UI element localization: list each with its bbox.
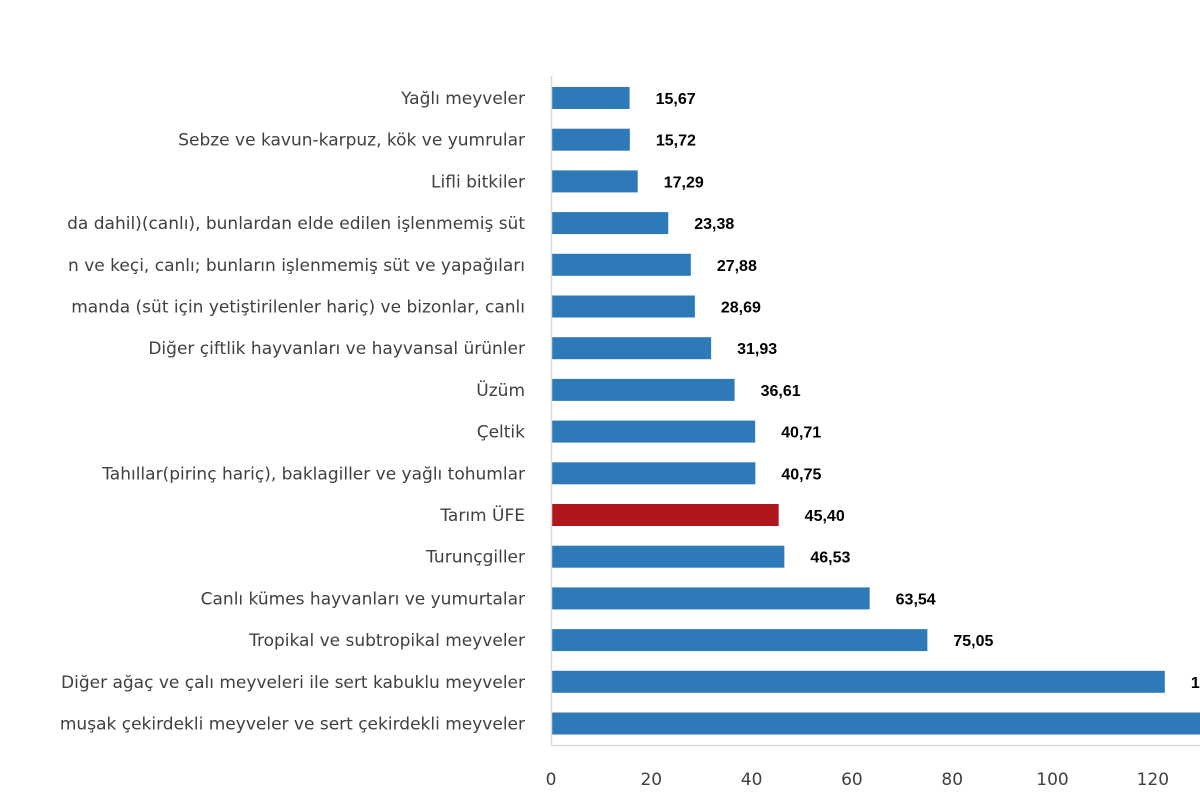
x-tick-label: 20: [640, 770, 662, 790]
value-label: 1: [1191, 675, 1200, 692]
value-label: 63,54: [896, 591, 936, 608]
category-label: Tropikal ve subtropikal meyveler: [248, 631, 525, 651]
category-label: Tahıllar(pirinç hariç), baklagiller ve y…: [101, 464, 525, 484]
bar: [551, 545, 785, 568]
x-tick-label: 100: [1036, 770, 1068, 790]
bars-group: [551, 87, 1200, 735]
x-tick-labels: 0 20 40 60 80 100 120: [546, 770, 1169, 790]
x-tick-label: 40: [741, 770, 763, 790]
value-label: 75,05: [953, 633, 993, 650]
bar: [551, 253, 691, 276]
value-label: 17,29: [664, 174, 704, 191]
bar: [551, 337, 712, 360]
category-label: Turunçgiller: [425, 548, 525, 568]
x-tick-label: 80: [941, 770, 963, 790]
bar: [551, 170, 638, 193]
x-tick-label: 60: [841, 770, 863, 790]
x-tick-label: 120: [1137, 770, 1169, 790]
value-label: 15,72: [656, 133, 696, 150]
bar: [551, 87, 630, 109]
bar: [551, 295, 695, 318]
value-label: 27,88: [717, 258, 757, 275]
category-label: Canlı kümes hayvanları ve yumurtalar: [201, 589, 525, 609]
category-label: Diğer ağaç ve çalı meyveleri ile sert ka…: [61, 673, 525, 693]
value-label: 40,75: [781, 466, 821, 483]
bar: [551, 128, 630, 151]
category-label: muşak çekirdekli meyveler ve sert çekird…: [60, 715, 525, 735]
value-label: 45,40: [805, 508, 845, 525]
bar: [551, 712, 1200, 735]
value-labels: 15,67 15,72 17,29 23,38 27,88 28,69 31,93 36,61…: [656, 91, 1200, 692]
bar: [551, 587, 870, 610]
category-label: Tarım ÜFE: [439, 504, 525, 526]
bar: [551, 670, 1165, 693]
value-label: 36,61: [761, 383, 801, 400]
category-label: Çeltik: [477, 423, 525, 443]
bar: [551, 462, 756, 485]
category-label: Üzüm: [476, 379, 525, 401]
value-label: 46,53: [810, 550, 850, 567]
value-label: 31,93: [737, 341, 777, 358]
bar: [551, 629, 928, 652]
bar: [551, 504, 779, 526]
category-label: manda (süt için yetiştirilenler hariç) v…: [71, 298, 525, 318]
category-label: Sebze ve kavun-karpuz, kök ve yumrular: [178, 131, 525, 151]
value-label: 40,71: [781, 425, 821, 442]
bar: [551, 212, 669, 235]
value-label: 23,38: [694, 216, 734, 233]
bar: [551, 378, 735, 401]
category-label: n ve keçi, canlı; bunların işlenmemiş sü…: [68, 256, 525, 276]
category-label: Yağlı meyveler: [400, 89, 525, 109]
value-label: 15,67: [656, 91, 696, 108]
value-label: 28,69: [721, 300, 761, 317]
x-tick-label: 0: [546, 770, 557, 790]
bar: [551, 420, 756, 443]
category-label: da dahil)(canlı), bunlardan elde edilen …: [67, 214, 525, 234]
category-labels: Yağlı meyveler Sebze ve kavun-karpuz, kök…: [60, 89, 525, 735]
category-label: Diğer çiftlik hayvanları ve hayvansal ür…: [148, 339, 525, 359]
category-label: Lifli bitkiler: [431, 172, 525, 192]
